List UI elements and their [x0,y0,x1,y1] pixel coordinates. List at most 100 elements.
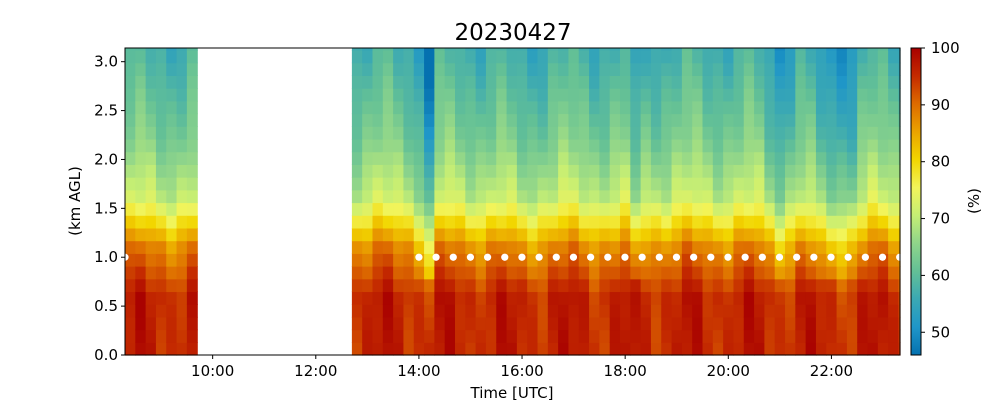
heatmap-cell [712,266,724,280]
heatmap-cell [609,202,621,216]
heatmap-cell [609,316,621,331]
heatmap-cell [857,177,869,191]
heatmap-cell [145,48,157,51]
heatmap-cell [166,49,178,64]
heatmap-cell [877,75,889,89]
heatmap-cell [516,100,528,115]
heatmap-cell [135,291,147,305]
heatmap-cell [846,126,858,140]
heatmap-cell [671,304,683,318]
heatmap-cell [754,227,765,242]
heatmap-cell [166,240,178,254]
heatmap-cell [815,266,827,280]
heatmap-cell [733,138,745,153]
heatmap-cell [857,316,869,331]
heatmap-cell [743,227,755,242]
heatmap-cell [599,240,611,254]
heatmap-cell [475,278,487,293]
heatmap-cell [888,240,900,254]
heatmap-cell [455,266,466,280]
heatmap-cell [815,253,827,267]
heatmap-cell [496,316,508,331]
heatmap-cell [888,113,900,127]
heatmap-cell [836,48,848,51]
marker-point [621,253,629,261]
heatmap-cell [836,227,848,242]
heatmap-cell [413,75,425,89]
heatmap-cell [661,253,673,267]
heatmap-cell [795,49,807,64]
heatmap-cell [723,100,735,115]
heatmap-cell [403,227,415,242]
heatmap-cell [444,49,456,64]
heatmap-cell [754,75,765,89]
colorbar-tick-label: 100 [931,39,960,57]
heatmap-cell [403,48,415,51]
heatmap-cell [506,62,518,76]
heatmap-cell [589,329,600,343]
heatmap-cell [620,304,631,318]
heatmap-cell [671,113,683,127]
heatmap-cell [712,177,724,191]
heatmap-cell [795,342,807,356]
heatmap-cell [630,177,642,191]
heatmap-cell [176,316,188,331]
heatmap-cell [589,291,600,305]
heatmap-cell [516,189,528,204]
heatmap-cell [589,126,600,140]
heatmap-cell [846,88,858,102]
heatmap-cell [475,151,487,165]
heatmap-cell [620,215,631,229]
heatmap-cell [785,151,796,165]
heatmap-cell [599,266,611,280]
heatmap-cell [506,316,518,331]
heatmap-cell [362,253,374,267]
heatmap-cell [826,215,838,229]
heatmap-cell [125,75,136,89]
heatmap-cell [145,126,157,140]
heatmap-cell [857,126,869,140]
heatmap-cell [877,227,889,242]
heatmap-cell [630,342,642,356]
heatmap-cell [589,75,600,89]
heatmap-cell [877,215,889,229]
heatmap-cell [867,278,879,293]
heatmap-cell [393,215,405,229]
heatmap-cell [362,151,374,165]
heatmap-cell [125,266,136,280]
heatmap-cell [785,88,796,102]
heatmap-cell [795,202,807,216]
heatmap-cell [176,48,188,51]
heatmap-cell [681,164,693,178]
heatmap-cell [764,253,776,267]
heatmap-cell [186,342,198,356]
heatmap-cell [186,100,198,115]
heatmap-cell [650,266,662,280]
heatmap-cell [351,48,363,51]
heatmap-cell [888,253,900,267]
heatmap-cell [155,215,167,229]
heatmap-cell [764,342,776,356]
heatmap-cell [609,48,621,51]
heatmap-cell [826,100,838,115]
heatmap-cell [836,291,848,305]
heatmap-cell [867,227,879,242]
heatmap-cell [434,62,446,76]
heatmap-cell [599,202,611,216]
heatmap-cell [702,342,714,356]
heatmap-cell [609,62,621,76]
heatmap-cell [774,75,786,89]
heatmap-cell [661,316,673,331]
heatmap-cell [475,202,487,216]
heatmap-cell [888,278,900,293]
heatmap-cell [176,202,188,216]
heatmap-cell [382,342,394,356]
heatmap-cell [475,177,487,191]
heatmap-cell [382,177,394,191]
heatmap-cell [692,49,704,64]
heatmap-cell [712,278,724,293]
heatmap-cell [155,316,167,331]
heatmap-cell [135,278,147,293]
heatmap-cell [475,240,487,254]
heatmap-cell [568,113,580,127]
